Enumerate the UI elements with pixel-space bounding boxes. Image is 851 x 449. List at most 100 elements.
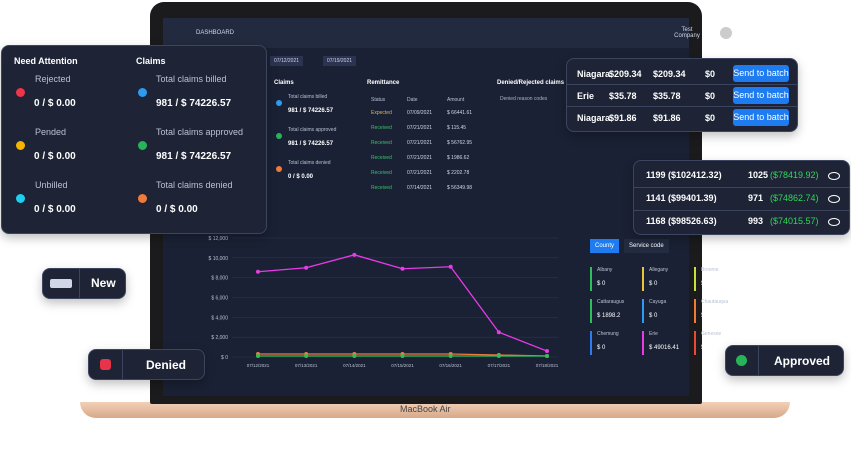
date: 07/09/2021 bbox=[407, 110, 433, 116]
amount: $ 56349.98 bbox=[447, 185, 473, 191]
icon bbox=[50, 279, 72, 288]
item-label: Total claims approved bbox=[288, 127, 337, 133]
item-value: 981 / $ 74226.57 bbox=[288, 141, 334, 147]
column-title: Need Attention bbox=[14, 56, 78, 66]
send-button[interactable]: Send to batch bbox=[733, 65, 789, 82]
item-value: 0 / $ 0.00 bbox=[288, 174, 314, 180]
icon bbox=[100, 359, 111, 370]
right-amount: ($74015.57) bbox=[770, 216, 819, 226]
left-value: 1168 ($98526.63) bbox=[646, 216, 717, 226]
x-tick-label: 07/12/2021 bbox=[247, 363, 270, 368]
county-value: $ 0 bbox=[701, 281, 710, 287]
badge-label: Denied bbox=[146, 358, 187, 372]
approved-badge[interactable]: Approved bbox=[725, 345, 844, 376]
color-bar bbox=[590, 299, 592, 323]
column-header: Status bbox=[371, 97, 386, 103]
point bbox=[352, 354, 357, 359]
county-name: Chautauqua bbox=[701, 299, 729, 305]
item-value: 0 / $ 0.00 bbox=[156, 204, 198, 215]
status: Received bbox=[371, 155, 392, 161]
chart: $ 0 $ 2,000 $ 4,000 $ 6,000 $ 8,000 $ 10,000 $… bbox=[209, 236, 559, 368]
divider bbox=[758, 346, 759, 375]
status: Received bbox=[371, 140, 392, 146]
y-tick-label: $ 8,000 bbox=[211, 276, 228, 282]
date: 07/21/2021 bbox=[407, 155, 433, 161]
denied-badge[interactable]: Denied bbox=[88, 349, 205, 380]
tab: County bbox=[590, 239, 620, 253]
row-divider bbox=[567, 84, 797, 85]
cell: $0 bbox=[705, 113, 716, 123]
dot bbox=[276, 166, 282, 172]
status-dot bbox=[16, 194, 25, 203]
view-icon[interactable] bbox=[828, 218, 840, 226]
item-value: 0 / $ 0.00 bbox=[34, 151, 76, 162]
x-tick-label: 07/14/2021 bbox=[343, 363, 366, 368]
cell: Niagara bbox=[577, 113, 611, 123]
date-to[interactable]: 07/19/2021 bbox=[323, 56, 357, 66]
point bbox=[304, 265, 309, 270]
cell: $91.86 bbox=[653, 113, 681, 123]
point bbox=[545, 349, 549, 354]
x-tick-label: 07/13/2021 bbox=[295, 363, 318, 368]
point bbox=[496, 330, 501, 335]
screen-claims: Claims Total claims billed 981 / $ 74226.… bbox=[274, 80, 362, 190]
column-header: Amount bbox=[447, 97, 465, 103]
color-bar bbox=[694, 331, 696, 355]
divider bbox=[79, 269, 80, 298]
cell: $35.78 bbox=[653, 91, 681, 101]
divider bbox=[122, 350, 123, 379]
user-name[interactable]: Test Company bbox=[674, 27, 700, 39]
top-bar bbox=[163, 18, 689, 48]
color-bar bbox=[694, 299, 696, 323]
row-divider bbox=[634, 187, 849, 188]
page-title: DASHBOARD bbox=[196, 30, 235, 36]
send-button[interactable]: Send to batch bbox=[733, 109, 789, 126]
section-title: Denied/Rejected claims bbox=[497, 80, 565, 86]
y-tick-label: $ 4,000 bbox=[211, 315, 228, 321]
status-dot bbox=[16, 88, 25, 97]
dot bbox=[276, 133, 282, 139]
cell: $0 bbox=[705, 69, 716, 79]
y-tick-label: $ 2,000 bbox=[211, 335, 228, 341]
item-label: Total claims denied bbox=[288, 160, 331, 166]
new-badge[interactable]: New bbox=[42, 268, 126, 299]
color-bar bbox=[590, 331, 592, 355]
x-tick-label: 07/18/2021 bbox=[536, 363, 559, 368]
status-dot bbox=[16, 141, 25, 150]
column-header: Date bbox=[407, 97, 418, 103]
county-name: Chemung bbox=[597, 331, 619, 337]
y-tick-label: $ 12,000 bbox=[209, 236, 229, 242]
avatar[interactable] bbox=[720, 27, 732, 39]
section-subtitle: Denied reason codes bbox=[500, 96, 548, 102]
right-amount: ($78419.92) bbox=[770, 170, 819, 180]
county-name: Broome bbox=[701, 267, 719, 273]
county-name: Albany bbox=[597, 267, 613, 273]
cell: $35.78 bbox=[609, 91, 637, 101]
send-button[interactable]: Send to batch bbox=[733, 87, 789, 104]
left-value: 1141 ($99401.39) bbox=[646, 193, 717, 203]
date: 07/21/2021 bbox=[407, 125, 433, 131]
x-tick-label: 07/15/2021 bbox=[391, 363, 414, 368]
county-value: $ 49016.41 bbox=[649, 345, 680, 351]
county-value: $ 0 bbox=[649, 281, 658, 287]
tab: Service code bbox=[624, 239, 669, 253]
item-label: Total claims billed bbox=[156, 74, 227, 84]
view-icon[interactable] bbox=[828, 172, 840, 180]
item-label: Total claims billed bbox=[288, 94, 328, 100]
section-title: Remittance bbox=[367, 80, 400, 86]
county-panel: County Service code Albany $ 0 Allegany $ 0 Br… bbox=[590, 237, 752, 362]
date-from[interactable]: 07/12/2021 bbox=[270, 56, 304, 66]
x-tick-label: 07/17/2021 bbox=[488, 363, 511, 368]
laptop-label: MacBook Air bbox=[400, 404, 451, 414]
item-value: 0 / $ 0.00 bbox=[34, 204, 76, 215]
date: 07/14/2021 bbox=[407, 185, 433, 191]
color-bar bbox=[694, 267, 696, 291]
view-icon[interactable] bbox=[828, 195, 840, 203]
right-count: 1025 bbox=[748, 170, 769, 180]
item-label: Total claims approved bbox=[156, 127, 244, 137]
point bbox=[496, 354, 501, 359]
badge-label: New bbox=[91, 276, 116, 290]
county-name: Genesee bbox=[701, 331, 722, 337]
item-label: Pended bbox=[35, 127, 67, 137]
